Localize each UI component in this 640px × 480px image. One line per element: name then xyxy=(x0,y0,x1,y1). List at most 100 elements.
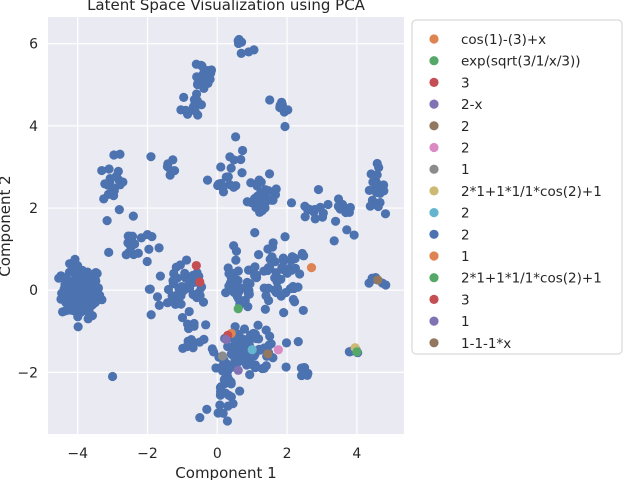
data-point-main xyxy=(313,184,324,195)
data-point-main xyxy=(281,338,292,348)
data-point-main xyxy=(190,106,200,116)
data-point-main xyxy=(142,256,152,267)
grid-lines xyxy=(48,17,404,434)
data-point-main xyxy=(220,376,230,386)
data-point-main xyxy=(265,95,275,105)
data-point-main xyxy=(365,201,375,211)
data-point-main xyxy=(70,282,81,292)
data-point-main xyxy=(177,312,188,323)
data-point-main xyxy=(255,345,265,355)
data-point-main xyxy=(223,172,233,182)
legend-marker xyxy=(429,121,439,131)
data-point-main xyxy=(218,187,229,197)
y-tick-label: 2 xyxy=(29,201,38,217)
data-point-main xyxy=(368,177,378,187)
data-point-main xyxy=(266,339,276,349)
data-point-main xyxy=(300,212,310,222)
data-point-main xyxy=(168,155,178,165)
data-point-main xyxy=(296,363,307,373)
data-point-main xyxy=(189,95,200,105)
legend-entry-label: 2*1+1*1/1*cos(2)+1 xyxy=(461,184,602,200)
data-point-main xyxy=(231,255,241,265)
data-point-main xyxy=(179,92,189,102)
data-point-main xyxy=(231,132,241,142)
data-point-main xyxy=(182,341,192,352)
data-point-main xyxy=(97,165,107,176)
data-point-main xyxy=(155,271,165,281)
legend-marker xyxy=(429,338,439,348)
data-point-main xyxy=(260,304,270,314)
data-point-main xyxy=(146,152,156,162)
data-point-main xyxy=(268,195,278,205)
data-point-main xyxy=(250,228,260,238)
data-point-main xyxy=(259,266,269,276)
y-tick-label: 4 xyxy=(29,119,38,135)
data-point-main xyxy=(349,230,359,240)
data-point-main xyxy=(154,300,164,310)
data-point-series-2 xyxy=(195,277,205,287)
legend-entry-label: 1 xyxy=(461,249,470,265)
data-point-main xyxy=(107,371,118,382)
data-point-main xyxy=(68,292,78,302)
data-point-main xyxy=(261,291,271,301)
data-point-main xyxy=(223,401,233,411)
data-point-main xyxy=(80,289,90,300)
data-point-series-4 xyxy=(373,275,383,285)
data-point-main xyxy=(265,254,275,264)
data-point-main xyxy=(263,244,273,254)
legend-entry-label: 3 xyxy=(461,292,470,308)
data-point-main xyxy=(310,204,320,215)
data-point-main xyxy=(317,212,328,222)
data-point-main xyxy=(242,197,252,207)
data-point-main xyxy=(215,400,225,410)
data-point-main xyxy=(86,297,96,307)
data-point-series-0 xyxy=(306,263,317,273)
data-point-main xyxy=(271,184,281,194)
legend-entry-label: 2*1+1*1/1*cos(2)+1 xyxy=(461,271,602,287)
legend-box xyxy=(411,19,623,355)
data-point-series-14 xyxy=(263,349,273,359)
data-point-main xyxy=(223,342,233,352)
data-point-main xyxy=(230,322,240,332)
data-point-main xyxy=(289,297,300,307)
data-point-main xyxy=(118,177,128,187)
data-point-main xyxy=(142,229,153,240)
x-tick-label: −2 xyxy=(137,446,158,462)
legend-marker xyxy=(429,229,439,239)
data-point-main xyxy=(278,265,289,275)
legend: cos(1)-(3)+x exp(sqrt(3/1/x/3)) 3 2-x 2 2 1 2*1… xyxy=(411,19,623,355)
data-point-main xyxy=(195,337,205,347)
data-point-main xyxy=(162,161,173,172)
data-point-main xyxy=(191,59,201,69)
data-point-main xyxy=(254,197,264,208)
data-point-main xyxy=(144,244,154,254)
data-point-main xyxy=(280,232,290,242)
legend-marker xyxy=(429,251,439,261)
data-point-main xyxy=(83,314,93,324)
data-point-main xyxy=(296,370,307,381)
data-point-main xyxy=(249,45,259,55)
data-point-main xyxy=(202,175,213,185)
data-point-main xyxy=(114,205,124,215)
chart-title: Latent Space Visualization using PCA xyxy=(87,0,366,14)
data-point-main xyxy=(278,253,288,263)
data-point-main xyxy=(165,170,175,180)
data-point-main xyxy=(123,248,134,258)
data-point-main xyxy=(236,48,246,59)
data-point-main xyxy=(54,273,64,283)
data-point-main xyxy=(342,225,352,235)
scatter-points xyxy=(54,34,391,426)
data-point-main xyxy=(245,370,255,380)
data-point-main xyxy=(236,154,246,165)
data-point-main xyxy=(128,211,138,221)
data-point-main xyxy=(293,337,303,347)
data-point-main xyxy=(213,180,223,191)
data-point-main xyxy=(286,198,297,208)
legend-marker xyxy=(429,99,439,109)
data-point-main xyxy=(162,298,173,308)
data-point-main xyxy=(240,295,250,305)
legend-marker xyxy=(429,164,439,174)
data-point-main xyxy=(181,255,192,265)
data-point-main xyxy=(298,305,308,316)
